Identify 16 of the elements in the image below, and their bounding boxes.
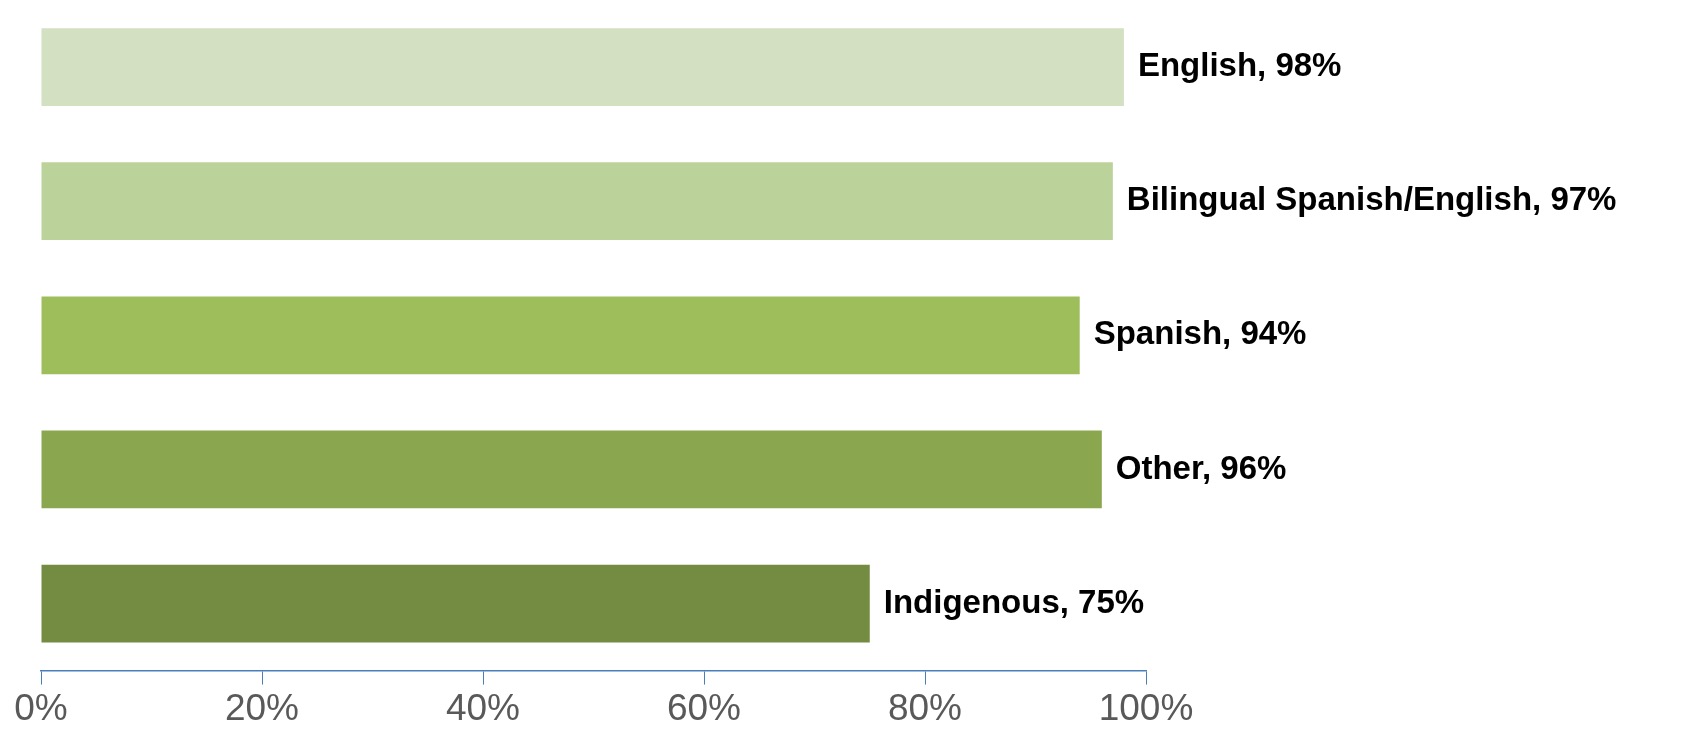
- x-tick-label: 40%: [445, 687, 521, 728]
- bar: [41, 296, 1080, 375]
- x-tick-label: 60%: [666, 687, 742, 728]
- data-label: Spanish, 94%: [1093, 314, 1307, 352]
- x-tick-label: 20%: [224, 687, 300, 728]
- data-label: Other, 96%: [1115, 448, 1287, 486]
- bar: [41, 564, 870, 643]
- bar: [41, 28, 1124, 106]
- bar: [41, 430, 1102, 509]
- data-label: English, 98%: [1137, 46, 1342, 84]
- x-tick-label: 80%: [887, 687, 963, 728]
- data-label: Bilingual Spanish/English, 97%: [1126, 180, 1617, 218]
- data-label: Indigenous, 75%: [883, 582, 1145, 620]
- bar: [41, 162, 1113, 241]
- x-tick-label: 0%: [14, 687, 68, 728]
- x-tick-label: 100%: [1098, 687, 1194, 728]
